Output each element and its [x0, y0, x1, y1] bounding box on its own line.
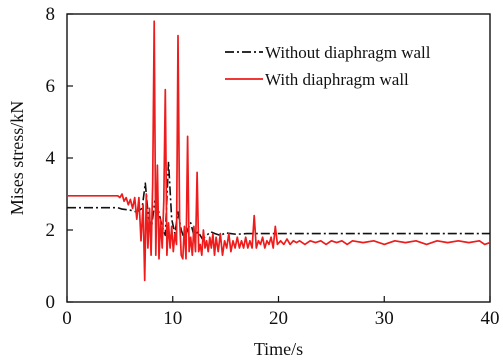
series-layer: [67, 20, 490, 282]
tick-layer: 0 10 20 30 40 0 2 4 6 8: [46, 4, 500, 329]
x-axis-title: Time/s: [254, 339, 303, 359]
x-tick-label: 40: [481, 308, 500, 329]
legend-label-with-diaphragm-wall: With diaphragm wall: [265, 70, 409, 89]
x-tick-label: 30: [375, 308, 394, 329]
x-tick-label: 20: [269, 308, 288, 329]
x-tick-label: 10: [163, 308, 182, 329]
series-line-with-diaphragm-wall: [67, 20, 490, 282]
legend: Without diaphragm wall With diaphragm wa…: [225, 43, 431, 89]
y-tick-label: 0: [46, 292, 56, 313]
y-axis-title: Mises stress/kN: [7, 101, 27, 216]
y-tick-label: 2: [46, 220, 56, 241]
x-tick-label: 0: [62, 308, 72, 329]
y-tick-label: 8: [46, 4, 56, 25]
plot-frame: [66, 13, 491, 303]
legend-label-without-diaphragm-wall: Without diaphragm wall: [265, 43, 431, 62]
y-tick-label: 6: [46, 76, 56, 97]
y-tick-label: 4: [46, 148, 56, 169]
